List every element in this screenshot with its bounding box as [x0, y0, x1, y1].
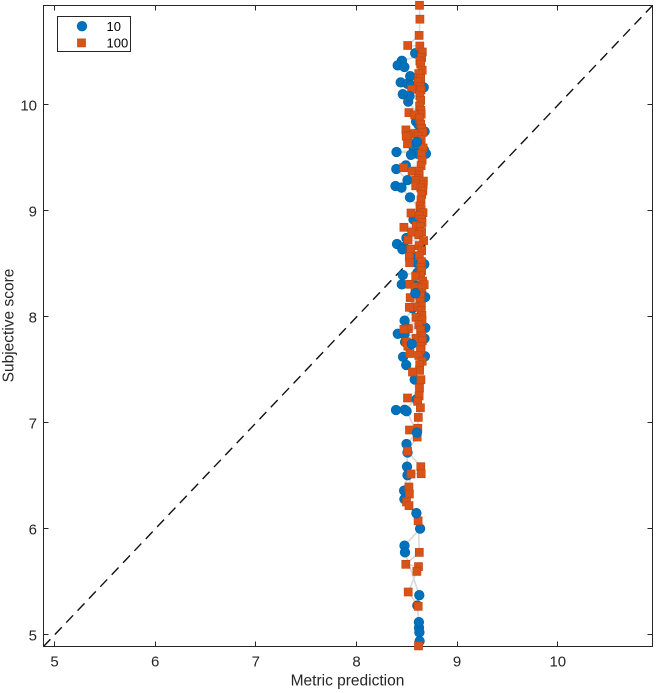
- svg-text:Metric prediction: Metric prediction: [291, 673, 405, 690]
- svg-text:10: 10: [549, 654, 566, 671]
- svg-text:8: 8: [352, 654, 360, 671]
- svg-text:6: 6: [151, 654, 159, 671]
- svg-text:10: 10: [20, 97, 37, 114]
- svg-text:7: 7: [29, 415, 37, 432]
- svg-text:5: 5: [29, 627, 37, 644]
- svg-text:9: 9: [29, 203, 37, 220]
- svg-text:7: 7: [252, 654, 260, 671]
- svg-text:100: 100: [107, 36, 129, 51]
- svg-text:6: 6: [29, 521, 37, 538]
- svg-text:5: 5: [50, 654, 58, 671]
- svg-text:Subjective score: Subjective score: [1, 269, 18, 383]
- svg-text:8: 8: [29, 309, 37, 326]
- svg-text:9: 9: [453, 654, 461, 671]
- svg-text:10: 10: [107, 19, 121, 34]
